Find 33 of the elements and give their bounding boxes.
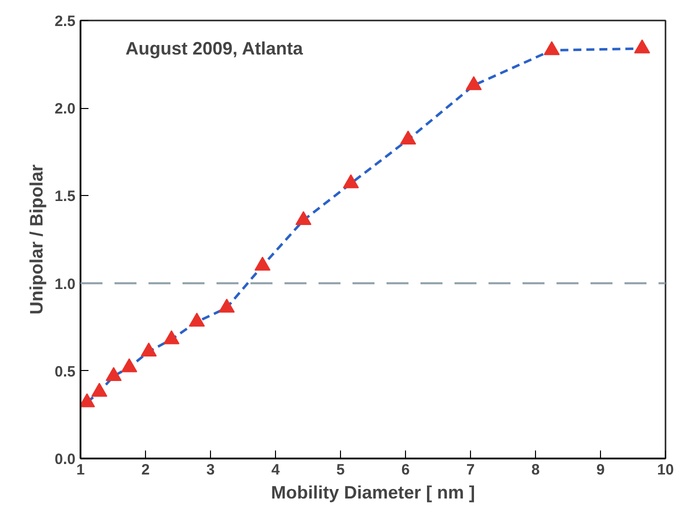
point (91, 382, 108, 397)
point (466, 76, 482, 90)
y-tick-label: 2.5 (54, 13, 76, 30)
point (544, 41, 560, 56)
x-axis-title: Mobility Diameter [ nm ] (270, 482, 476, 502)
x-tick-label: 9 (596, 462, 605, 478)
point (254, 256, 270, 271)
y-tick-label: 0.5 (54, 363, 76, 380)
x-tick-label: 2 (141, 462, 150, 478)
point (164, 330, 180, 344)
point (121, 358, 138, 372)
point (106, 366, 122, 381)
point (342, 174, 359, 188)
point (140, 342, 157, 356)
x-tick-label: 7 (466, 462, 475, 478)
x-tick-label: 1 (76, 462, 85, 478)
annotation: August 2009, Atlanta (126, 38, 304, 58)
x-tick-label: 5 (336, 462, 345, 478)
y-tick-label: 1.5 (54, 188, 76, 206)
x-tick-label: 4 (271, 462, 280, 478)
point (218, 298, 235, 313)
y-tick-label: 0.0 (54, 451, 76, 468)
y-axis-title: Unipolar / Bipolar (26, 164, 47, 315)
point (400, 130, 416, 144)
x-tick-label: 10 (657, 462, 674, 478)
point (188, 312, 205, 327)
y-tick-label: 1.0 (54, 276, 76, 293)
x-tick-label: 6 (401, 462, 410, 478)
y-tick-label: 2.0 (54, 100, 76, 118)
point (295, 211, 312, 226)
x-tick-label: 3 (206, 462, 215, 478)
point (634, 39, 650, 54)
x-tick-label: 8 (531, 462, 540, 478)
